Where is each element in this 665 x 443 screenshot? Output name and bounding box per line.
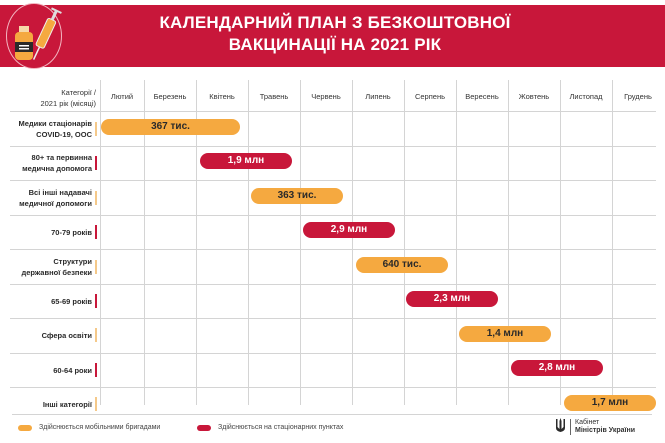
vaccine-vial-syringe-icon	[6, 3, 62, 69]
cabinet-name: Кабінет Міністрів України	[570, 419, 635, 435]
grid-line	[404, 80, 405, 405]
schedule-bar: 367 тис.	[101, 119, 240, 135]
grid-line	[612, 80, 613, 405]
month-header: Грудень	[624, 92, 652, 101]
grid-line	[10, 180, 656, 181]
label-line-1: Всі інші надавачі	[28, 188, 92, 197]
grid-line	[300, 80, 301, 405]
label-line-1: Структури	[53, 257, 92, 266]
stationary-marker	[95, 156, 97, 170]
grid-line	[10, 387, 656, 388]
grid-line	[248, 80, 249, 405]
schedule-grid: Категорії / 2021 рік (місяці) Лютий Бере…	[0, 80, 665, 411]
org-line-1: Кабінет	[575, 419, 600, 426]
month-header: Березень	[153, 92, 187, 101]
label-line-2: медичної допомоги	[19, 199, 92, 208]
header-label-line-2: 2021 рік (місяці)	[40, 99, 96, 108]
month-header: Листопад	[569, 92, 603, 101]
label-line-2: COVID-19, ООС	[36, 130, 92, 139]
category-label: 70-79 років	[2, 227, 92, 238]
grid-line	[456, 80, 457, 405]
month-header: Квітень	[209, 92, 235, 101]
label-line-1: 80+ та первинна	[31, 153, 92, 162]
grid-line	[196, 80, 197, 405]
category-header: Категорії / 2021 рік (місяці)	[4, 87, 96, 109]
grid-line	[560, 80, 561, 405]
label-line-1: Інші категорії	[42, 400, 92, 409]
grid-line	[10, 318, 656, 319]
month-header: Липень	[365, 92, 391, 101]
month-header: Лютий	[110, 92, 134, 101]
grid-line	[352, 80, 353, 405]
mobile-swatch-icon	[18, 424, 32, 431]
category-label: Медики стаціонарів COVID-19, ООС	[2, 118, 92, 140]
title-line-1: КАЛЕНДАРНИЙ ПЛАН З БЕЗКОШТОВНОЇ	[159, 13, 511, 32]
grid-line	[10, 284, 656, 285]
mobile-marker	[95, 122, 97, 136]
month-header: Серпень	[414, 92, 446, 101]
grid-line	[10, 111, 656, 112]
label-line-1: 60-64 роки	[53, 366, 92, 375]
mobile-marker	[95, 397, 97, 411]
grid-line	[10, 215, 656, 216]
label-line-2: медична допомога	[22, 164, 92, 173]
category-label: Інші категорії	[2, 399, 92, 410]
page-title: КАЛЕНДАРНИЙ ПЛАН З БЕЗКОШТОВНОЇ ВАКЦИНАЦ…	[100, 12, 570, 56]
trident-icon	[555, 417, 566, 437]
month-header: Жовтень	[518, 92, 550, 101]
label-line-1: Сфера освіти	[41, 331, 92, 340]
grid-line	[508, 80, 509, 405]
schedule-bar: 640 тис.	[356, 257, 448, 273]
label-line-2: державної безпеки	[21, 268, 92, 277]
org-line-2: Міністрів України	[575, 427, 635, 434]
title-line-2: ВАКЦИНАЦІЇ НА 2021 РІК	[228, 35, 442, 54]
schedule-bar: 2,3 млн	[406, 291, 498, 307]
grid-line	[10, 146, 656, 147]
month-header: Травень	[259, 92, 289, 101]
category-label: Сфера освіти	[2, 330, 92, 341]
grid-line	[144, 80, 145, 405]
schedule-bar: 1,7 млн	[564, 395, 656, 411]
schedule-bar: 363 тис.	[251, 188, 343, 204]
label-line-1: 70-79 років	[51, 228, 92, 237]
legend-label: Здійснюється мобільними бригадами	[39, 424, 161, 431]
mobile-marker	[95, 260, 97, 274]
schedule-bar: 2,8 млн	[511, 360, 603, 376]
grid-line	[10, 249, 656, 250]
mobile-marker	[95, 328, 97, 342]
month-header: Вересень	[465, 92, 499, 101]
category-label: 60-64 роки	[2, 365, 92, 376]
month-header: Червень	[311, 92, 341, 101]
legend-item-mobile: Здійснюється мобільними бригадами	[18, 424, 160, 431]
stationary-marker	[95, 294, 97, 308]
schedule-bar: 1,9 млн	[200, 153, 292, 169]
stationary-swatch-icon	[197, 424, 211, 431]
category-label: 80+ та первинна медична допомога	[2, 152, 92, 174]
label-line-1: Медики стаціонарів	[18, 119, 92, 128]
stationary-marker	[95, 225, 97, 239]
legend-label: Здійснюється на стаціонарних пунктах	[218, 424, 344, 431]
legend-divider	[12, 414, 652, 415]
schedule-bar: 2,9 млн	[303, 222, 395, 238]
title-banner	[0, 5, 665, 67]
cabinet-logo: Кабінет Міністрів України	[555, 417, 635, 437]
grid-line	[100, 80, 101, 405]
category-label: 65-69 років	[2, 296, 92, 307]
grid-line	[10, 353, 656, 354]
schedule-bar: 1,4 млн	[459, 326, 551, 342]
legend-item-stationary: Здійснюється на стаціонарних пунктах	[197, 424, 343, 431]
mobile-marker	[95, 191, 97, 205]
category-label: Структури державної безпеки	[2, 256, 92, 278]
stationary-marker	[95, 363, 97, 377]
label-line-1: 65-69 років	[51, 297, 92, 306]
header-label-line-1: Категорії /	[61, 88, 96, 97]
category-label: Всі інші надавачі медичної допомоги	[2, 187, 92, 209]
